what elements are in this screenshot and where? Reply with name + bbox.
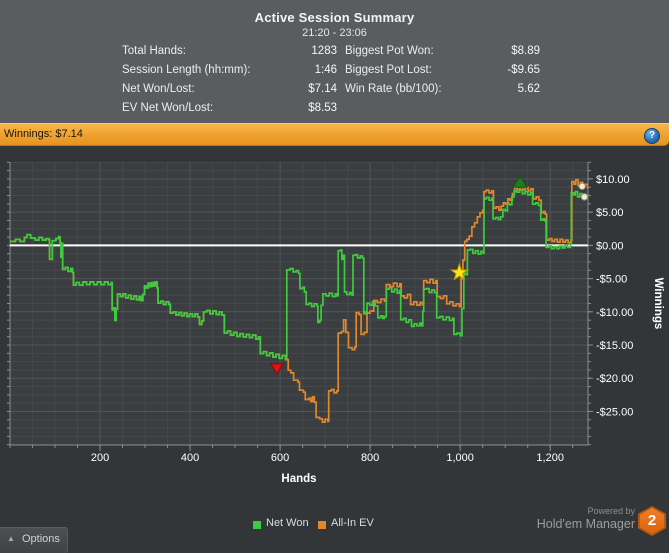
marker-dot	[578, 182, 586, 190]
stat-biggest-pot-lost-label: Biggest Pot Lost:	[345, 64, 432, 76]
powered-by-text: Powered by	[587, 506, 635, 516]
help-icon[interactable]: ?	[644, 128, 660, 144]
stat-session-length-value: 1:46	[314, 64, 337, 76]
x-axis-label: Hands	[281, 473, 316, 485]
svg-text:-$25.00: -$25.00	[596, 406, 633, 418]
net-won-legend-label: Net Won	[266, 517, 309, 529]
marker-star	[449, 262, 469, 281]
svg-text:1,200: 1,200	[536, 452, 564, 464]
stat-win-rate-label: Win Rate (bb/100):	[345, 83, 442, 95]
svg-text:-$15.00: -$15.00	[596, 340, 633, 352]
winnings-chart-region: $10.00 $5.00 $0.00 -$5.00 -$10.00 -$15.00 -$20…	[0, 146, 669, 505]
marker-dot	[580, 193, 589, 201]
session-time-range: 21:20 - 23:06	[302, 27, 367, 39]
stat-biggest-pot-lost-value: -$9.65	[507, 64, 540, 76]
svg-text:-$5.00: -$5.00	[596, 274, 627, 286]
stat-ev-net-won-label: EV Net Won/Lost:	[122, 102, 214, 114]
all-in-ev-swatch	[318, 521, 326, 529]
svg-text:$0.00: $0.00	[596, 240, 624, 252]
bottom-bar: ▲ Options Net Won All-In EV Powered by H…	[0, 505, 669, 553]
stat-ev-net-won-value: $8.53	[308, 102, 337, 114]
stat-biggest-pot-won-label: Biggest Pot Won:	[345, 45, 434, 57]
brand-name: Hold'em Manager	[536, 517, 635, 531]
svg-text:800: 800	[361, 452, 379, 464]
page-title: Active Session Summary	[254, 10, 415, 25]
svg-text:400: 400	[181, 452, 199, 464]
marker-triangle-up	[512, 175, 528, 188]
axis-labels: $10.00 $5.00 $0.00 -$5.00 -$10.00 -$15.00 -$20…	[91, 174, 664, 485]
marker-triangle-down	[270, 363, 284, 375]
session-summary-header: Active Session Summary 21:20 - 23:06 Tot…	[0, 0, 669, 123]
stat-total-hands-value: 1283	[311, 45, 337, 57]
brand-badge-number: 2	[640, 508, 664, 534]
stat-biggest-pot-won-value: $8.89	[511, 45, 540, 57]
all-in-ev-legend-label: All-In EV	[331, 517, 374, 529]
stat-win-rate-value: 5.62	[517, 83, 540, 95]
axes	[7, 161, 593, 451]
stat-net-won-value: $7.14	[308, 83, 337, 95]
chart-legend: Net Won All-In EV	[0, 505, 669, 538]
winnings-header-bar[interactable]: Winnings: $7.14 ?	[0, 123, 669, 146]
svg-text:$5.00: $5.00	[596, 207, 624, 219]
stat-total-hands-label: Total Hands:	[122, 45, 186, 57]
svg-text:$10.00: $10.00	[596, 174, 630, 186]
net-won-swatch	[253, 521, 261, 529]
winnings-bar-label: Winnings: $7.14	[4, 128, 83, 140]
svg-text:-$10.00: -$10.00	[596, 307, 633, 319]
stat-session-length-label: Session Length (hh:mm):	[122, 64, 251, 76]
winnings-chart: $10.00 $5.00 $0.00 -$5.00 -$10.00 -$15.00 -$20…	[7, 161, 664, 485]
stat-net-won-label: Net Won/Lost:	[122, 83, 195, 95]
svg-text:-$20.00: -$20.00	[596, 373, 633, 385]
svg-text:200: 200	[91, 452, 109, 464]
svg-text:1,000: 1,000	[446, 452, 474, 464]
y-axis-label: Winnings	[652, 278, 664, 330]
svg-text:600: 600	[271, 452, 289, 464]
net-won-line	[10, 189, 589, 360]
